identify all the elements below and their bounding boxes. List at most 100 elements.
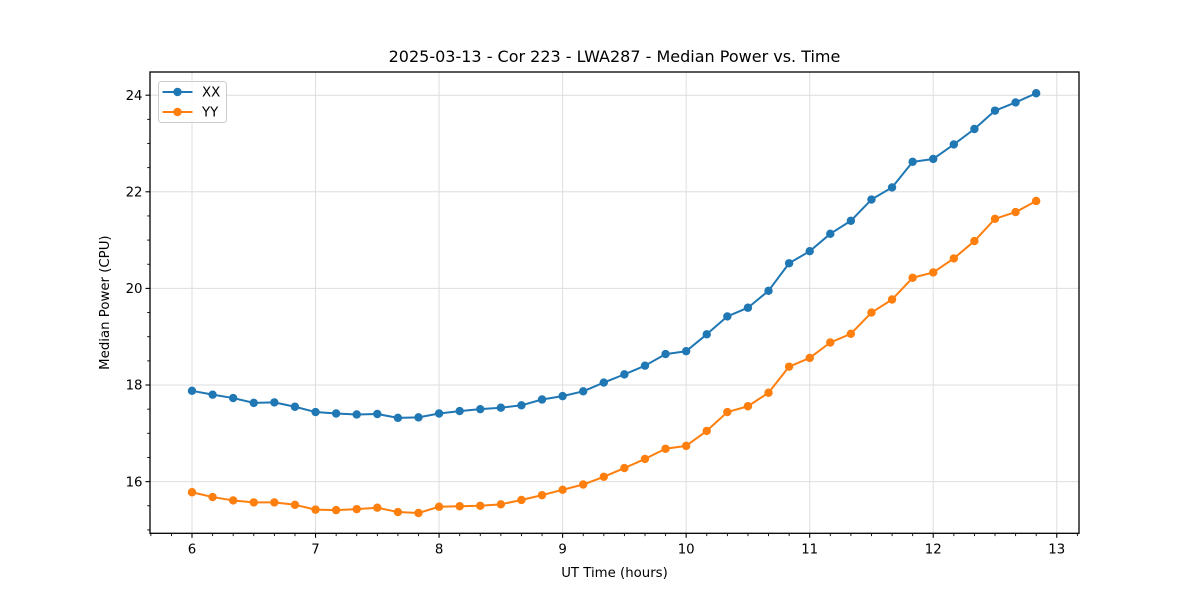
y-tick-label: 16: [126, 475, 143, 490]
x-tick-label: 11: [801, 542, 818, 557]
data-point: [249, 398, 258, 408]
data-point: [352, 504, 361, 514]
data-point: [743, 303, 753, 312]
data-point: [290, 402, 300, 411]
data-point: [187, 488, 197, 497]
series-xx: [187, 89, 1041, 423]
x-tick-label: 10: [678, 542, 695, 557]
data-point: [311, 407, 320, 417]
data-point: [393, 413, 403, 423]
y-axis-label: Median Power (CPU): [98, 235, 113, 369]
data-point: [661, 444, 670, 453]
data-point: [620, 463, 629, 473]
data-point: [476, 501, 485, 510]
data-point: [558, 391, 567, 401]
data-point: [887, 183, 897, 192]
data-point: [990, 214, 1000, 224]
legend-label: YY: [201, 106, 219, 121]
data-point: [681, 441, 691, 451]
data-point: [537, 490, 547, 500]
data-point: [208, 390, 217, 399]
data-point: [867, 308, 876, 317]
data-point: [970, 124, 979, 134]
data-point: [929, 268, 938, 277]
plot-border: [149, 71, 1080, 534]
data-point: [702, 426, 711, 436]
data-point: [620, 370, 629, 379]
y-tick-label: 18: [126, 379, 143, 394]
data-point: [270, 398, 279, 407]
data-point: [826, 338, 835, 347]
legend-item-yy: YY: [162, 106, 219, 121]
data-point: [846, 216, 856, 225]
data-point: [434, 502, 444, 511]
plot-area: [150, 72, 1079, 534]
data-point: [764, 388, 773, 397]
data-point: [640, 454, 650, 464]
data-point: [331, 409, 341, 418]
y-tick-label: 22: [126, 185, 143, 200]
data-point: [1031, 89, 1041, 98]
data-point: [558, 485, 567, 495]
data-point: [661, 349, 670, 359]
data-point: [517, 401, 526, 410]
x-tick-label: 13: [1048, 542, 1065, 557]
data-point: [414, 508, 423, 518]
chart-title: 2025-03-13 - Cor 223 - LWA287 - Median P…: [389, 47, 841, 66]
data-point: [579, 387, 588, 396]
data-point: [311, 505, 320, 514]
x-tick-label: 8: [435, 542, 443, 557]
series-layer: [187, 89, 1041, 518]
data-point: [455, 406, 464, 416]
data-point: [228, 393, 238, 403]
data-point: [373, 409, 382, 419]
data-point: [846, 329, 856, 339]
data-point: [496, 500, 506, 509]
x-axis-label: UT Time (hours): [561, 566, 668, 581]
x-tick-label: 7: [311, 542, 319, 557]
data-point: [949, 254, 959, 263]
data-point: [373, 503, 382, 512]
data-point: [352, 410, 361, 419]
data-point: [187, 386, 197, 395]
data-point: [723, 312, 732, 321]
tick-label-layer: 6 7 8 9 10 11 12 13 16 18 20 22 24: [126, 89, 1066, 557]
data-point: [743, 402, 753, 411]
data-point: [1031, 196, 1041, 206]
data-point: [640, 361, 650, 370]
data-point: [537, 395, 547, 404]
y-tick-label: 24: [126, 89, 143, 104]
data-point: [1011, 207, 1020, 217]
x-tick-label: 6: [188, 542, 196, 557]
data-point: [908, 273, 917, 282]
data-point: [331, 505, 341, 515]
data-point: [867, 195, 876, 204]
legend: XX YY: [158, 81, 227, 123]
x-tick-label: 9: [558, 542, 566, 557]
grid-layer: [150, 72, 1079, 534]
data-point: [805, 353, 814, 363]
data-point: [887, 295, 897, 304]
data-point: [681, 347, 691, 356]
data-point: [455, 502, 464, 511]
x-tick-label: 12: [925, 542, 942, 557]
data-point: [826, 229, 835, 239]
legend-item-xx: XX: [162, 86, 220, 101]
data-point: [599, 378, 608, 387]
data-point: [579, 480, 588, 489]
data-point: [805, 247, 814, 256]
data-point: [517, 495, 526, 505]
legend-marker-sample: [173, 87, 182, 97]
data-point: [702, 330, 711, 339]
data-point: [949, 140, 959, 149]
data-point: [784, 362, 794, 371]
data-point: [496, 403, 506, 412]
data-point: [393, 507, 403, 517]
data-point: [990, 106, 1000, 115]
legend-label: XX: [202, 86, 220, 101]
y-tick-label: 20: [126, 282, 143, 297]
data-point: [929, 154, 938, 164]
data-point: [784, 259, 794, 268]
